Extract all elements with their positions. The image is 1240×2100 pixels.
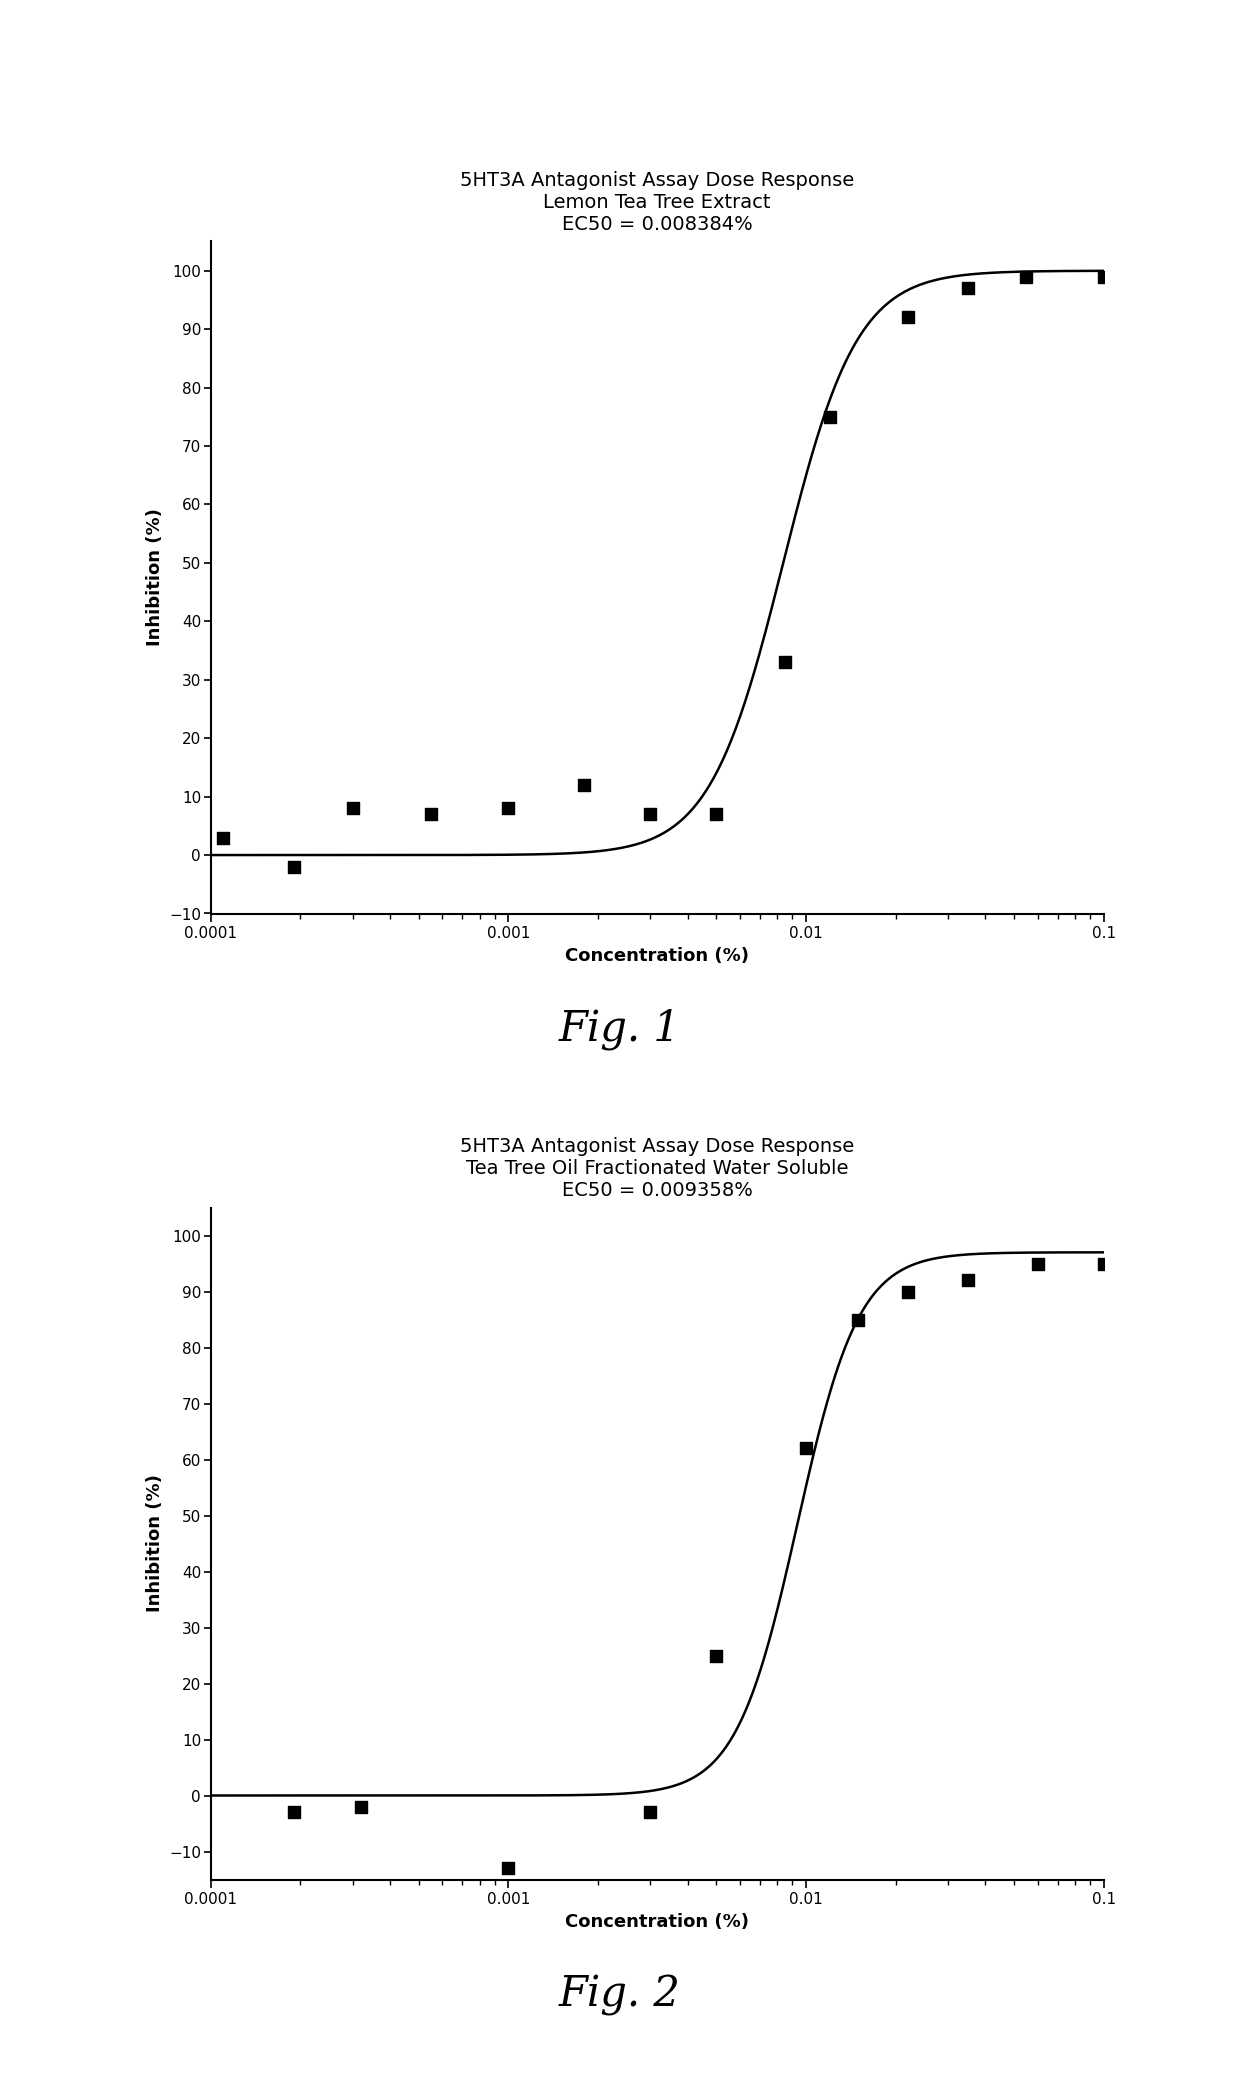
- Point: [498, 1852, 518, 1886]
- Point: [641, 798, 661, 832]
- Y-axis label: Inhibition (%): Inhibition (%): [145, 508, 164, 647]
- Title: 5HT3A Antagonist Assay Dose Response
Tea Tree Oil Fractionated Water Soluble
EC5: 5HT3A Antagonist Assay Dose Response Tea…: [460, 1138, 854, 1201]
- X-axis label: Concentration (%): Concentration (%): [565, 947, 749, 964]
- Point: [707, 1638, 727, 1672]
- Point: [1094, 1247, 1114, 1281]
- Point: [422, 798, 441, 832]
- Point: [284, 1796, 304, 1829]
- Point: [1094, 260, 1114, 294]
- Text: Fig. 2: Fig. 2: [559, 1974, 681, 2016]
- Point: [498, 792, 518, 825]
- Point: [641, 1796, 661, 1829]
- Text: Fig. 1: Fig. 1: [559, 1008, 681, 1050]
- Point: [351, 1789, 371, 1823]
- Point: [959, 271, 978, 304]
- Point: [213, 821, 233, 855]
- Title: 5HT3A Antagonist Assay Dose Response
Lemon Tea Tree Extract
EC50 = 0.008384%: 5HT3A Antagonist Assay Dose Response Lem…: [460, 172, 854, 235]
- Point: [1017, 260, 1037, 294]
- X-axis label: Concentration (%): Concentration (%): [565, 1913, 749, 1930]
- Point: [775, 645, 795, 678]
- Point: [343, 792, 363, 825]
- Point: [796, 1432, 816, 1466]
- Point: [848, 1302, 868, 1336]
- Point: [898, 300, 918, 334]
- Y-axis label: Inhibition (%): Inhibition (%): [145, 1474, 164, 1613]
- Point: [898, 1275, 918, 1308]
- Point: [707, 798, 727, 832]
- Point: [574, 769, 594, 802]
- Point: [1028, 1247, 1048, 1281]
- Point: [959, 1264, 978, 1298]
- Point: [820, 399, 839, 433]
- Point: [284, 850, 304, 884]
